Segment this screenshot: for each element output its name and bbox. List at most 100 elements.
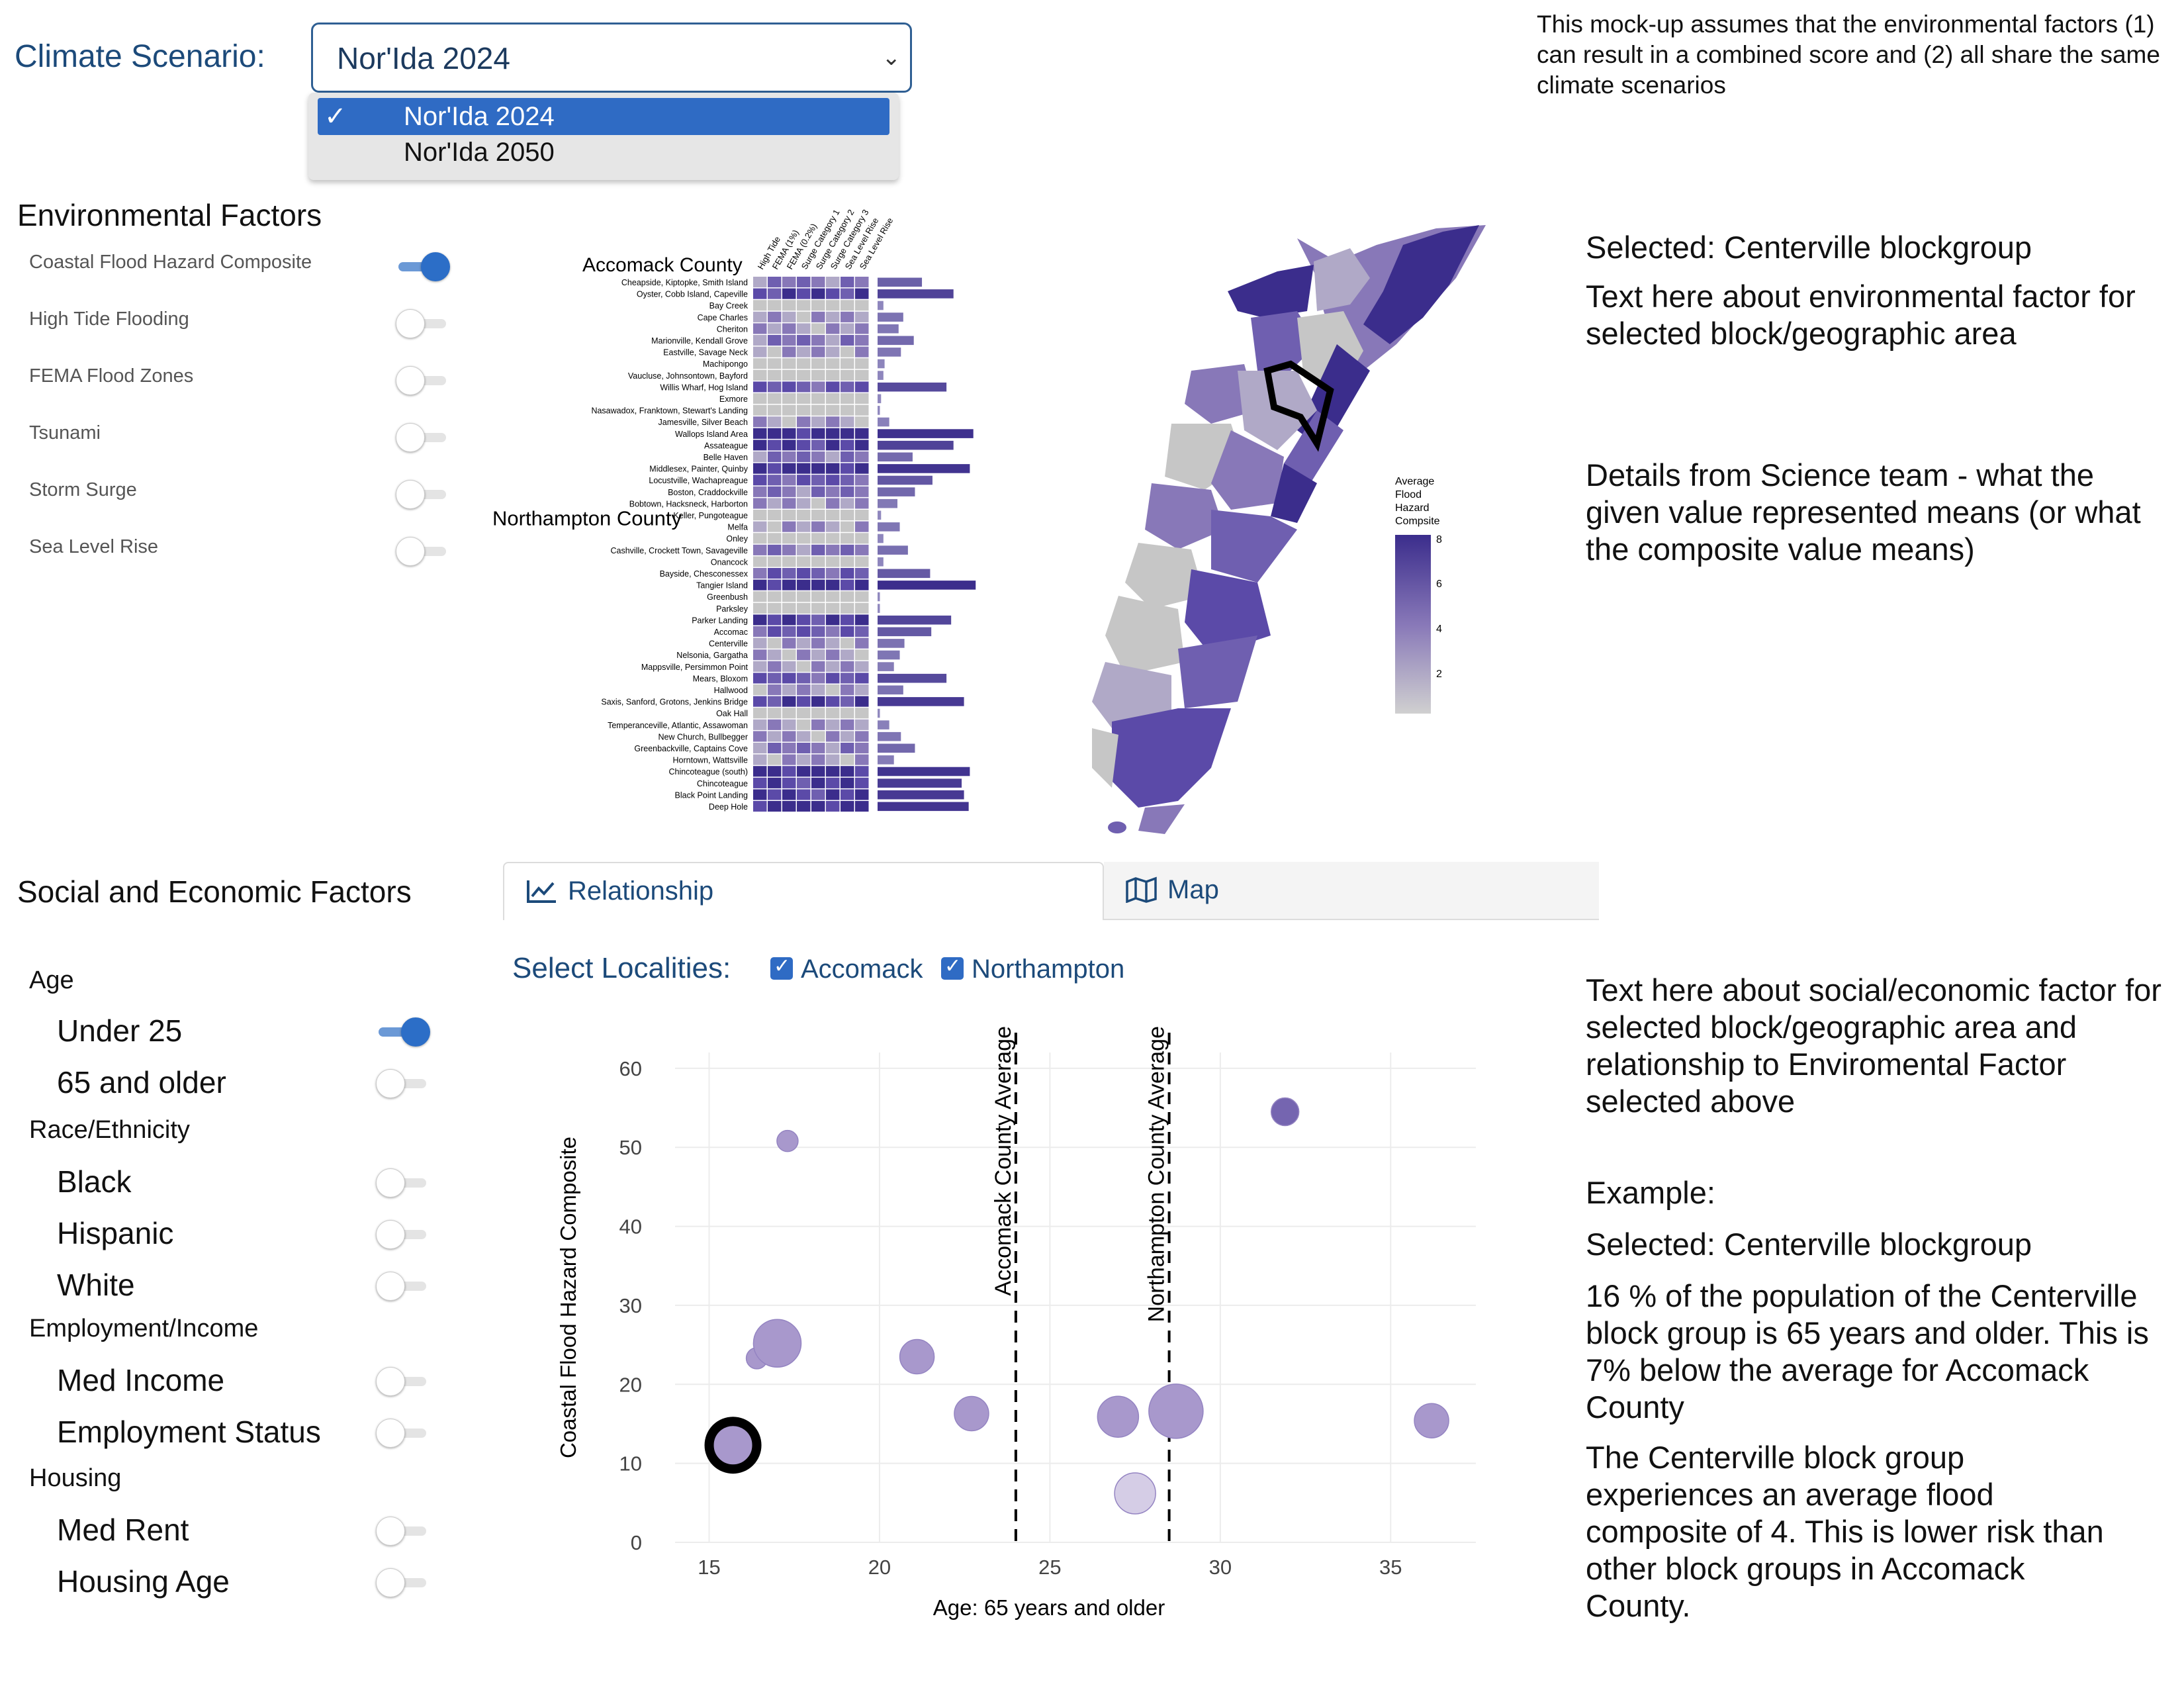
heatmap-cell [753, 801, 767, 812]
heatmap-cell [855, 602, 869, 614]
scatter-point[interactable] [1148, 1383, 1204, 1439]
heatmap-cell [855, 719, 869, 730]
heatmap-cell [753, 393, 767, 404]
heatmap-cell [811, 637, 825, 649]
toggle-knob [376, 1220, 405, 1249]
env-factor-toggle[interactable] [396, 366, 446, 395]
heatmap-cell [768, 591, 782, 602]
tab-map[interactable]: Map [1104, 862, 1599, 920]
heatmap-cell [782, 404, 796, 416]
heatmap-cell [855, 311, 869, 322]
y-tick-label: 30 [619, 1294, 642, 1317]
social-factor-toggle[interactable] [379, 1017, 430, 1047]
hazard-bar [878, 440, 954, 450]
heatmap-cell [855, 463, 869, 474]
social-factor-label: Hispanic [57, 1216, 174, 1250]
hazard-bar [878, 522, 900, 532]
heatmap-cell [826, 661, 840, 672]
heatmap-cell [753, 649, 767, 661]
social-factor-toggle[interactable] [376, 1419, 426, 1448]
scatter-point[interactable] [776, 1129, 799, 1152]
heatmap-cell [841, 475, 854, 486]
scatter-point[interactable] [1114, 1472, 1156, 1515]
heatmap-cell [855, 626, 869, 637]
heatmap-cell [753, 463, 767, 474]
hazard-bar [878, 604, 880, 613]
heatmap-cell [855, 521, 869, 532]
heatmap-cell [753, 544, 767, 555]
scatter-point[interactable] [1097, 1395, 1140, 1438]
heatmap-cell [782, 335, 796, 346]
heatmap-cell [855, 451, 869, 463]
heatmap-cell [797, 510, 811, 521]
heatmap-cell [811, 323, 825, 334]
tab-relationship[interactable]: Relationship [503, 862, 1104, 920]
heatmap-cell [768, 346, 782, 357]
heatmap-cell [855, 533, 869, 544]
legend-tick: 8 [1436, 534, 1442, 545]
social-factor-toggle[interactable] [376, 1168, 426, 1197]
accomack-checkbox[interactable]: ✓ [770, 955, 793, 980]
scatter-point[interactable] [954, 1395, 989, 1432]
heatmap-cell [797, 346, 811, 357]
heatmap-cell [753, 533, 767, 544]
env-factor-toggle[interactable] [396, 537, 446, 566]
heatmap-cell [797, 404, 811, 416]
heatmap-cell [768, 498, 782, 509]
heatmap-cell [753, 614, 767, 626]
scatter-point[interactable] [1270, 1097, 1300, 1127]
env-factor-toggle[interactable] [398, 252, 450, 281]
dropdown-option[interactable]: Nor'Ida 2050 [318, 134, 889, 171]
northampton-checkbox[interactable]: ✓ [941, 955, 964, 980]
heatmap-cell [782, 637, 796, 649]
heatmap-row-label: Mappsville, Persimmon Point [641, 663, 749, 672]
social-factor-toggle[interactable] [376, 1069, 426, 1098]
heatmap-cell [768, 393, 782, 404]
heatmap-cell [855, 696, 869, 707]
social-factor-toggle[interactable] [376, 1272, 426, 1301]
dropdown-option-selected[interactable]: ✓ Nor'Ida 2024 [318, 98, 889, 135]
scatter-point[interactable] [899, 1338, 935, 1375]
hazard-bar [878, 743, 915, 753]
social-factors-title: Social and Economic Factors [17, 874, 412, 909]
heatmap-cell [855, 393, 869, 404]
heatmap-cell [753, 673, 767, 684]
heatmap-cell [841, 591, 854, 602]
map-region [1228, 265, 1314, 318]
hazard-bar [878, 312, 903, 322]
social-factor-toggle[interactable] [376, 1367, 426, 1396]
social-factor-toggle[interactable] [376, 1220, 426, 1249]
heatmap-cell [811, 521, 825, 532]
heatmap-cell [855, 673, 869, 684]
env-factor-toggle[interactable] [396, 480, 446, 509]
heatmap-cell [855, 708, 869, 719]
env-factor-toggle[interactable] [396, 423, 446, 452]
social-factor-toggle[interactable] [376, 1517, 426, 1546]
heatmap-cell [811, 556, 825, 567]
heatmap-cell [811, 568, 825, 579]
localities-label: Select Localities: [512, 952, 731, 984]
heatmap-cell [768, 311, 782, 322]
scatter-point-selected[interactable] [704, 1417, 762, 1474]
heatmap-cell [841, 277, 854, 288]
social-factor-toggle[interactable] [376, 1568, 426, 1597]
heatmap-cell [841, 684, 854, 696]
hazard-bar [878, 498, 897, 508]
scatter-point[interactable] [1414, 1403, 1449, 1438]
heatmap-cell [826, 335, 840, 346]
heatmap-cell [841, 533, 854, 544]
heatmap-cell [855, 591, 869, 602]
heatmap-cell [753, 684, 767, 696]
climate-scenario-select[interactable]: Nor'Ida 2024 ⌄ [311, 23, 912, 93]
social-group-heading: Age [29, 966, 74, 994]
heatmap-row-label: Accomac [714, 628, 748, 637]
scatter-point[interactable] [752, 1319, 802, 1368]
heatmap-cell [782, 428, 796, 439]
flood-hazard-map[interactable]: Average Flood Hazard Compsite 8 6 4 2 [1059, 218, 1496, 841]
y-tick-label: 40 [619, 1215, 642, 1239]
hazard-bar [878, 662, 894, 671]
heatmap-cell [768, 533, 782, 544]
climate-scenario-label: Climate Scenario: [15, 39, 265, 74]
heatmap-row-label: Horntown, Wattsville [673, 756, 749, 765]
env-factor-toggle[interactable] [396, 309, 446, 338]
